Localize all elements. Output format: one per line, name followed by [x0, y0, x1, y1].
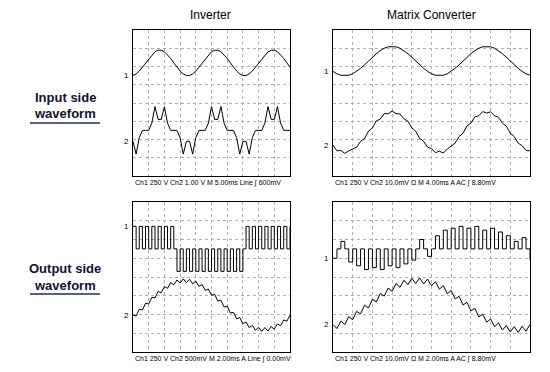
svg-text:Matrix Converter: Matrix Converter: [387, 8, 476, 22]
svg-text:2: 2: [324, 141, 329, 150]
svg-text:1: 1: [124, 71, 129, 80]
svg-text:1: 1: [324, 254, 329, 263]
svg-text:1: 1: [324, 67, 329, 76]
svg-text:2: 2: [324, 320, 329, 329]
svg-text:2: 2: [124, 137, 129, 146]
svg-text:waveform: waveform: [34, 278, 96, 293]
svg-text:Ch1 250 V Ch2 10.0mV Ω M 2.00m: Ch1 250 V Ch2 10.0mV Ω M 2.00ms A AC ∫ 8…: [335, 355, 496, 363]
svg-text:Ch1 250 V Ch2 500mV M 2.00ms A: Ch1 250 V Ch2 500mV M 2.00ms A Line ∫ 0.…: [135, 355, 291, 363]
svg-text:1: 1: [124, 222, 129, 231]
svg-text:Ch1 250 V Ch2 10.0mV Ω M 4.00m: Ch1 250 V Ch2 10.0mV Ω M 4.00ms A AC ∫ 8…: [335, 179, 496, 187]
svg-text:Output side: Output side: [29, 261, 101, 276]
svg-text:2: 2: [124, 311, 129, 320]
svg-text:waveform: waveform: [34, 106, 96, 121]
svg-text:Input side: Input side: [35, 90, 96, 105]
svg-text:Ch1 250 V Ch2 1.00 V M 5.00ms: Ch1 250 V Ch2 1.00 V M 5.00ms Line ∫ 600…: [135, 179, 281, 187]
svg-text:Inverter: Inverter: [190, 8, 231, 22]
